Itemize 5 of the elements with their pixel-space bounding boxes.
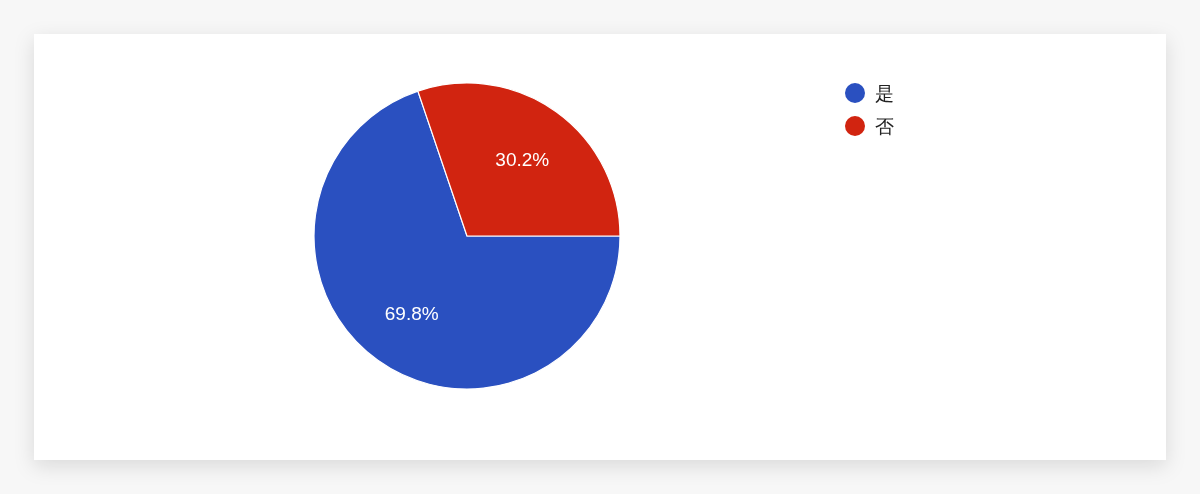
pie: 69.8% 30.2% bbox=[313, 82, 621, 390]
legend-label: 否 bbox=[875, 116, 894, 137]
legend-label: 是 bbox=[875, 83, 894, 104]
data-label: 30.2% bbox=[495, 148, 550, 170]
data-label: 69.8% bbox=[384, 303, 439, 325]
